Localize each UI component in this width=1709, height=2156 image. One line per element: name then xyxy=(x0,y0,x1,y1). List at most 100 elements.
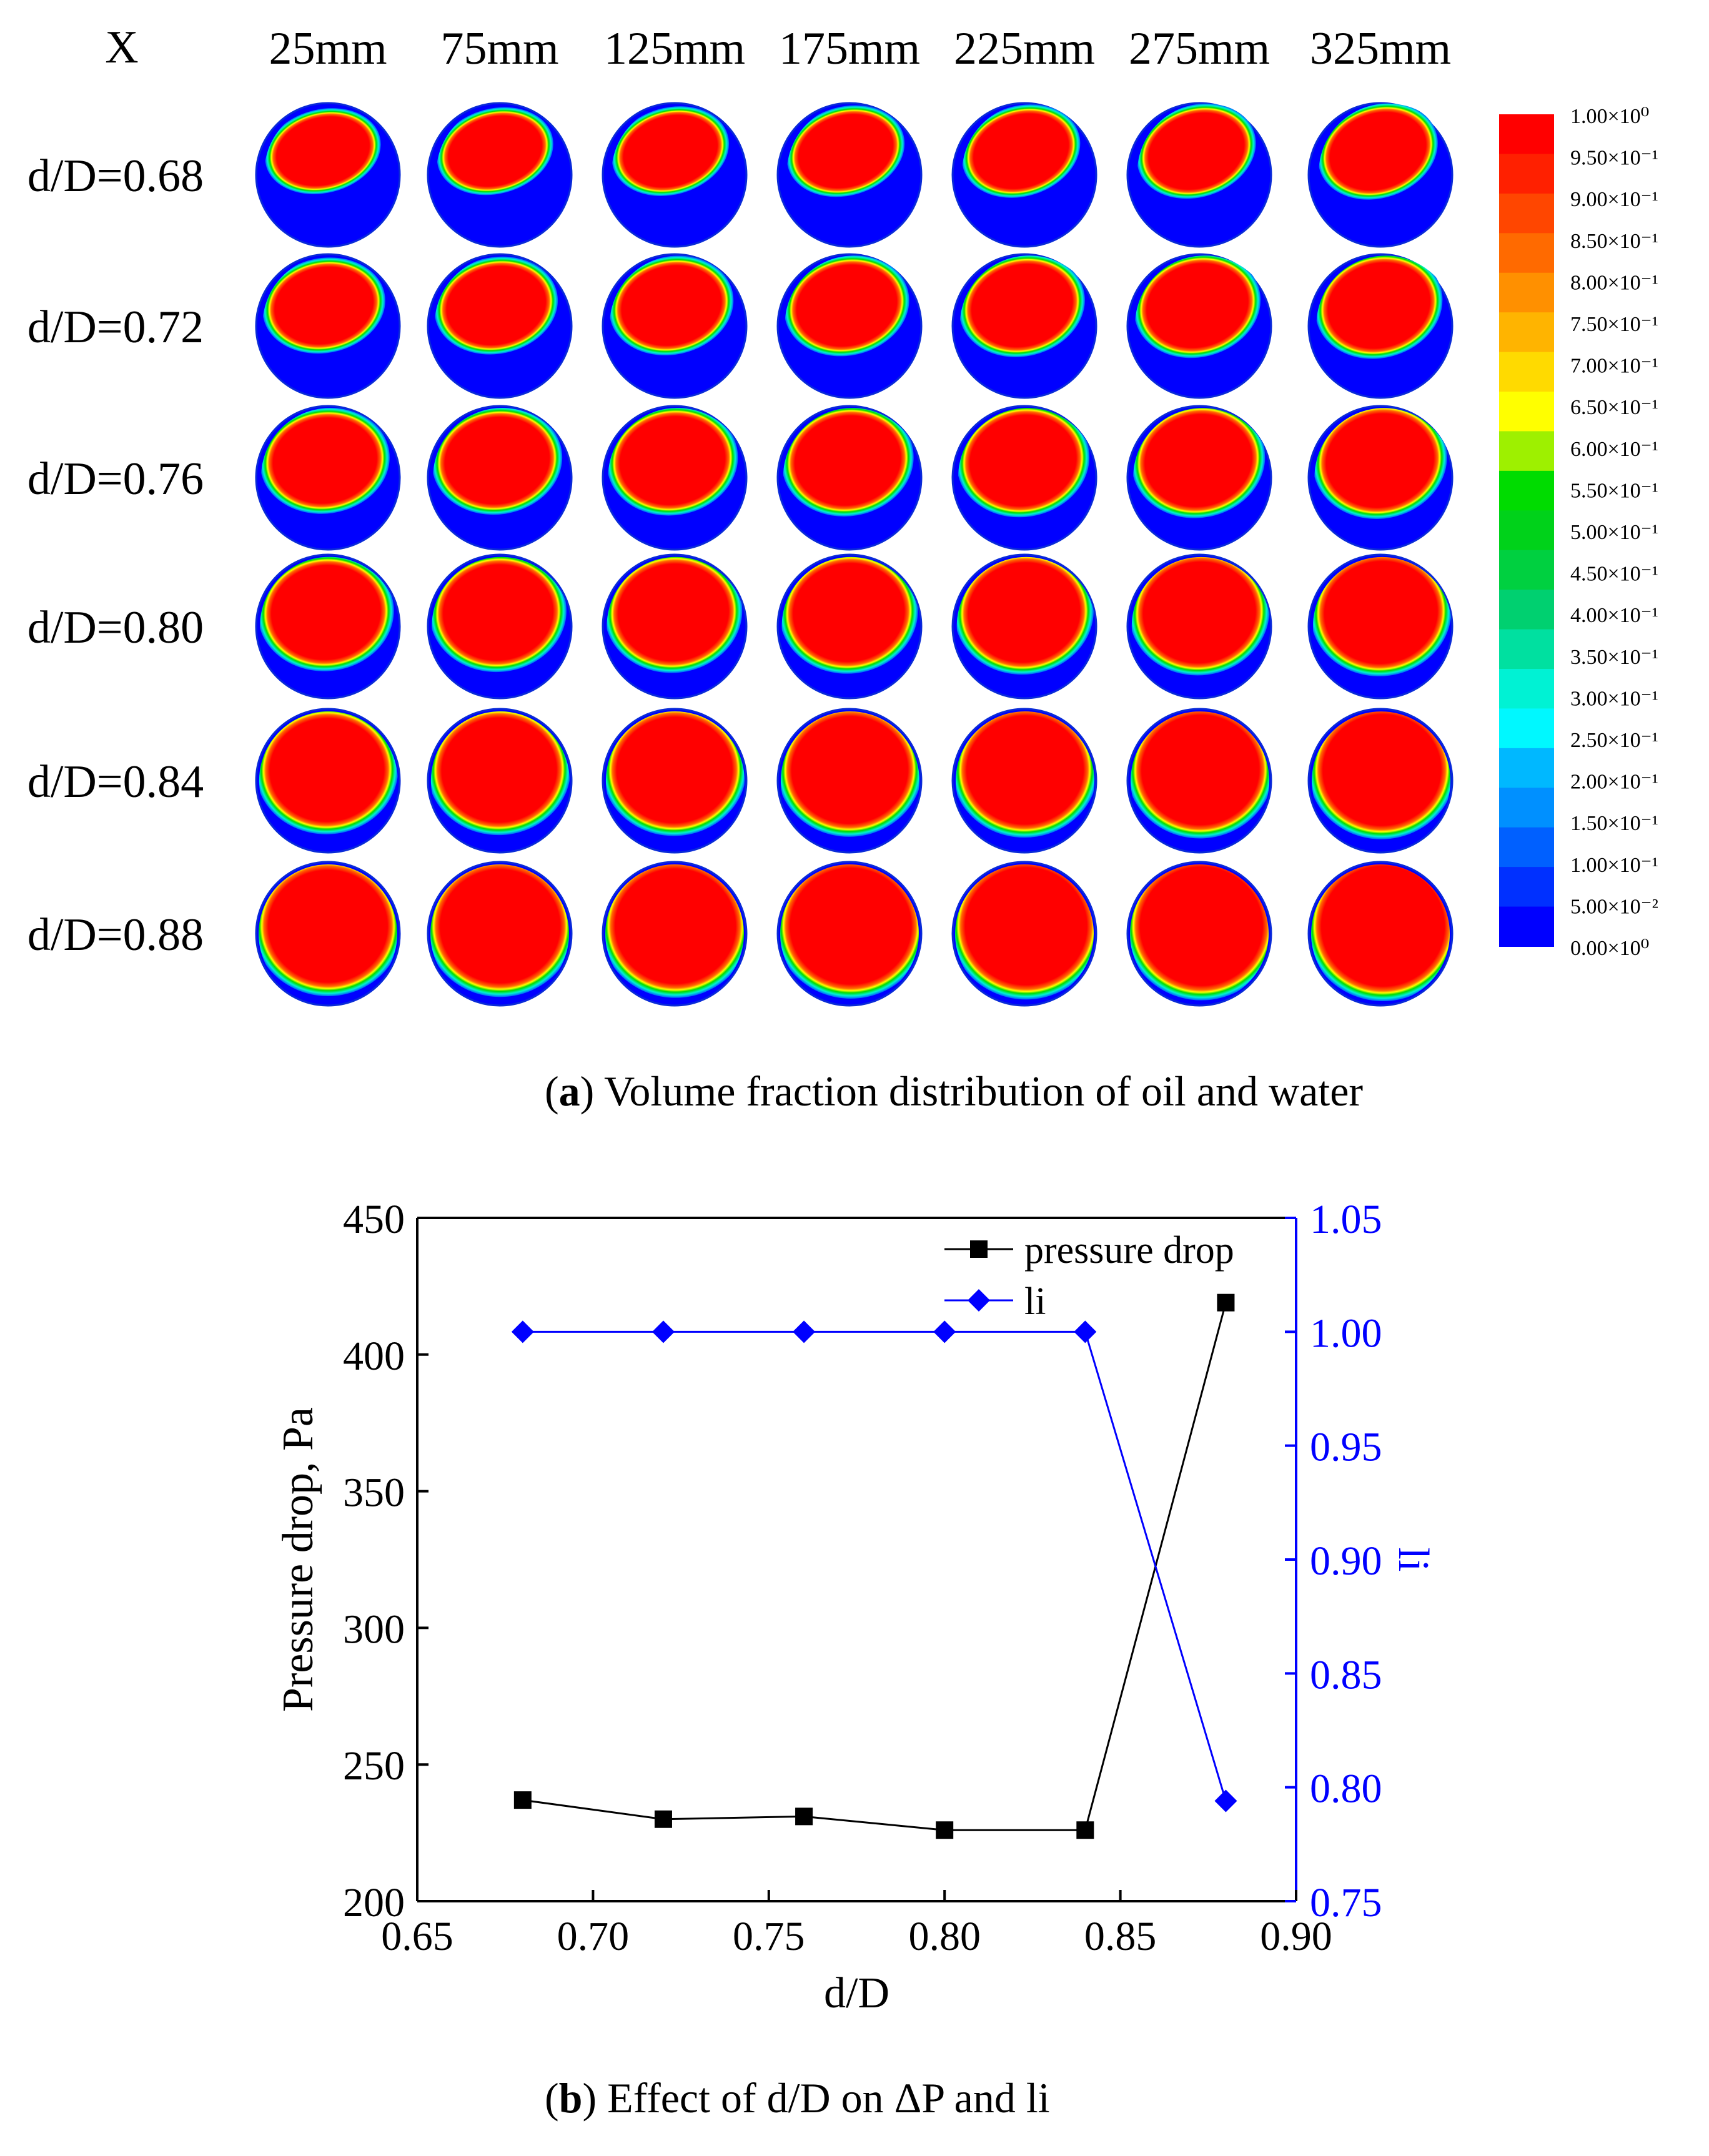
oil-core-region xyxy=(260,407,390,514)
contour-cell xyxy=(602,253,748,399)
pressure-drop-point xyxy=(513,1791,532,1809)
y2-axis-label: li xyxy=(1389,1548,1437,1572)
contour-cell xyxy=(1126,707,1274,854)
contour-cell xyxy=(776,102,923,248)
contour-cell xyxy=(776,707,923,854)
contour-cell xyxy=(1307,548,1454,700)
colorbar-label: 8.50×10⁻¹ xyxy=(1570,230,1658,253)
legend-marker xyxy=(968,1289,990,1312)
caption-b: (b) Effect of d/D on ΔP and li xyxy=(545,2074,1050,2122)
oil-core-region xyxy=(434,256,558,355)
contour-cell xyxy=(255,405,401,551)
x-tick-label: 0.65 xyxy=(381,1914,453,1959)
column-header: 275mm xyxy=(1129,23,1270,74)
pressure-drop-point xyxy=(654,1810,672,1828)
colorbar-swatch xyxy=(1499,431,1554,472)
colorbar-swatch xyxy=(1499,233,1554,274)
oil-core-region xyxy=(430,864,569,997)
oil-core-region xyxy=(265,108,381,194)
y-tick-label: 400 xyxy=(343,1333,405,1379)
contour-cell xyxy=(1307,102,1454,248)
colorbar-label: 8.00×10⁻¹ xyxy=(1570,271,1658,294)
contour-cell xyxy=(1307,252,1454,399)
row-label: d/D=0.72 xyxy=(27,302,204,353)
oil-core-region xyxy=(954,550,1094,675)
y-tick-label: 300 xyxy=(343,1606,405,1652)
contour-cell xyxy=(951,102,1097,248)
oil-core-region xyxy=(777,707,923,837)
li-point xyxy=(933,1320,956,1343)
contour-cell xyxy=(1126,403,1272,551)
oil-core-region xyxy=(1129,549,1270,676)
colorbar-swatch xyxy=(1499,827,1554,868)
column-header: 325mm xyxy=(1310,23,1451,74)
contour-cell xyxy=(951,550,1097,700)
colorbar-label: 2.50×10⁻¹ xyxy=(1570,729,1658,752)
colorbar-swatch xyxy=(1499,906,1554,947)
y2-tick-label: 0.95 xyxy=(1310,1425,1382,1470)
colorbar-label: 9.50×10⁻¹ xyxy=(1570,147,1658,170)
contour-cell xyxy=(951,861,1097,1007)
colorbar-label: 7.00×10⁻¹ xyxy=(1570,355,1658,378)
contour-cell xyxy=(255,861,401,1007)
contour-cell xyxy=(951,403,1097,551)
colorbar-swatch xyxy=(1499,510,1554,551)
colorbar-label: 3.50×10⁻¹ xyxy=(1570,646,1658,669)
oil-core-region xyxy=(1318,102,1438,200)
colorbar-swatch xyxy=(1499,272,1554,314)
colorbar-swatch xyxy=(1499,550,1554,591)
x-tick-label: 0.90 xyxy=(1260,1914,1332,1959)
colorbar-swatch xyxy=(1499,629,1554,670)
contour-cell xyxy=(602,405,748,551)
y-tick-label: 450 xyxy=(343,1197,405,1242)
row-label: d/D=0.80 xyxy=(27,602,204,653)
colorbar-swatch xyxy=(1499,312,1554,353)
oil-core-region xyxy=(602,708,747,836)
colorbar-swatch xyxy=(1499,788,1554,828)
oil-core-region xyxy=(956,403,1090,518)
oil-core-region xyxy=(780,864,919,999)
row-label: d/D=0.68 xyxy=(27,151,204,202)
y-tick-label: 200 xyxy=(343,1880,405,1926)
contour-cell xyxy=(1126,861,1272,1007)
oil-core-region xyxy=(1137,103,1256,199)
contour-cell xyxy=(427,102,573,248)
legend-marker xyxy=(970,1240,988,1258)
oil-core-region xyxy=(609,255,734,356)
colorbar-label: 6.50×10⁻¹ xyxy=(1570,396,1658,419)
oil-core-region xyxy=(1311,864,1450,1001)
contour-cell xyxy=(427,861,573,1007)
oil-core-region xyxy=(257,553,394,671)
oil-core-region xyxy=(1315,252,1443,359)
y-tick-label: 350 xyxy=(343,1470,405,1516)
line-chart: 0.65 0.70 0.75 0.80 0.85 0.90 200 250 300 350 400 4… xyxy=(274,1197,1437,2017)
column-header: 225mm xyxy=(954,23,1095,74)
colorbar: 1.00×10⁰ 9.50×10⁻¹ 9.00×10⁻¹ 8.50×10⁻¹ 8.00×… xyxy=(1499,105,1658,960)
oil-core-region xyxy=(955,864,1094,1000)
y-tick-label: 250 xyxy=(343,1743,405,1789)
pressure-drop-point xyxy=(936,1821,954,1839)
li-point xyxy=(511,1320,534,1343)
colorbar-label: 4.50×10⁻¹ xyxy=(1570,563,1658,586)
contour-cell xyxy=(1307,707,1455,854)
contour-cell xyxy=(255,102,401,248)
colorbar-swatch xyxy=(1499,708,1554,749)
colorbar-label: 4.00×10⁻¹ xyxy=(1570,604,1658,627)
contour-cell xyxy=(602,708,748,854)
colorbar-label: 2.00×10⁻¹ xyxy=(1570,771,1658,794)
colorbar-swatch xyxy=(1499,154,1554,194)
oil-core-region xyxy=(255,708,399,834)
colorbar-label: 3.00×10⁻¹ xyxy=(1570,687,1658,710)
contour-cell xyxy=(602,551,748,700)
oil-core-region xyxy=(1308,707,1455,839)
oil-core-region xyxy=(959,254,1085,357)
oil-core-region xyxy=(607,405,738,516)
y2-tick-label: 1.05 xyxy=(1310,1197,1382,1242)
oil-core-region xyxy=(429,553,567,673)
contour-cell xyxy=(602,102,748,248)
oil-core-region xyxy=(781,404,914,517)
oil-core-region xyxy=(604,551,743,673)
contour-cell xyxy=(427,405,573,551)
x-label: X xyxy=(105,22,138,73)
oil-core-region xyxy=(612,106,730,196)
